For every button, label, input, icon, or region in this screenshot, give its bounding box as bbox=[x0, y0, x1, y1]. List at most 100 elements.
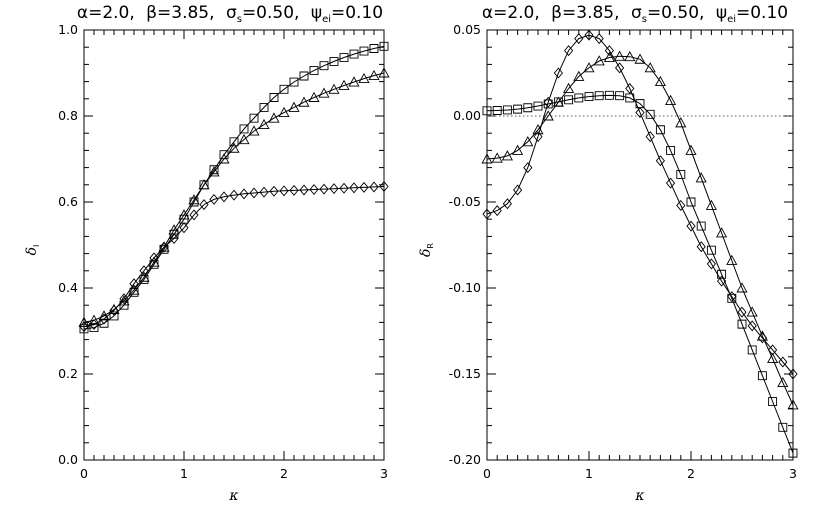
diamond-marker bbox=[339, 182, 349, 194]
square-marker bbox=[79, 324, 89, 334]
diamond-marker bbox=[139, 265, 149, 277]
triangle-marker bbox=[695, 172, 707, 183]
square-marker bbox=[737, 319, 747, 329]
triangle-marker bbox=[278, 106, 290, 118]
square-marker bbox=[513, 104, 523, 114]
diamond-marker bbox=[379, 181, 389, 193]
diamond-marker bbox=[249, 187, 259, 199]
triangle-marker bbox=[358, 72, 370, 84]
diamond-marker bbox=[604, 45, 614, 57]
triangle-marker bbox=[198, 179, 210, 190]
left-axis-ticks bbox=[83, 29, 385, 461]
left-series-layer bbox=[78, 41, 390, 334]
triangle-marker bbox=[298, 96, 310, 107]
triangle-marker bbox=[593, 55, 605, 66]
square-marker bbox=[604, 90, 614, 100]
triangle-marker bbox=[573, 70, 585, 81]
diamond-marker bbox=[768, 344, 778, 356]
x-tick-label: 2 bbox=[687, 466, 695, 481]
diamond-series-line bbox=[486, 34, 794, 375]
x-tick-label: 3 bbox=[380, 466, 388, 481]
triangle-marker bbox=[258, 118, 270, 130]
triangle-marker bbox=[644, 62, 656, 73]
square-marker bbox=[379, 41, 389, 51]
square-marker bbox=[676, 170, 686, 179]
diamond-marker bbox=[574, 33, 584, 45]
square-series-line bbox=[486, 94, 794, 454]
square-marker bbox=[359, 46, 369, 56]
y-tick-label: 0.4 bbox=[58, 280, 78, 295]
square-marker bbox=[615, 91, 625, 101]
diamond-marker bbox=[119, 293, 129, 305]
triangle-marker bbox=[552, 96, 564, 107]
diamond-marker bbox=[179, 222, 189, 234]
right-series-layer bbox=[481, 29, 799, 458]
diamond-marker bbox=[727, 291, 737, 303]
diamond-marker bbox=[309, 184, 319, 196]
diamond-marker bbox=[686, 220, 696, 232]
left-x-axis-label: κ bbox=[228, 488, 238, 504]
square-marker bbox=[543, 99, 553, 109]
x-tick-label: 0 bbox=[483, 466, 491, 481]
square-marker bbox=[686, 197, 696, 207]
diamond-marker bbox=[564, 45, 574, 57]
right-panel-title: α=2.0, β=3.85, σs=0.50, ψei=0.10 bbox=[482, 3, 788, 25]
square-marker bbox=[645, 109, 655, 119]
triangle-marker bbox=[348, 76, 360, 87]
diamond-marker bbox=[523, 162, 533, 174]
right-axis-ticks bbox=[486, 29, 794, 461]
square-marker bbox=[594, 91, 604, 101]
y-tick-label: 1.0 bbox=[58, 22, 78, 37]
diamond-marker bbox=[615, 62, 625, 74]
square-marker bbox=[757, 371, 767, 381]
x-tick-label: 2 bbox=[280, 466, 288, 481]
diamond-marker bbox=[747, 320, 757, 332]
triangle-marker bbox=[98, 310, 110, 321]
left-panel: α=2.0, β=3.85, σs=0.50, ψei=0.10 0 1 2 3 0.0… bbox=[24, 3, 390, 504]
square-marker bbox=[299, 71, 309, 81]
diamond-series-line bbox=[83, 186, 385, 328]
triangle-marker bbox=[767, 352, 779, 363]
triangle-marker bbox=[563, 82, 575, 93]
triangle-marker bbox=[685, 144, 697, 155]
triangle-marker bbox=[158, 241, 170, 252]
left-y-axis-label: δI bbox=[24, 245, 41, 256]
diamond-marker bbox=[349, 182, 359, 194]
diamond-marker bbox=[319, 183, 329, 195]
triangle-marker bbox=[178, 209, 190, 220]
diamond-marker bbox=[696, 241, 706, 253]
triangle-marker bbox=[512, 144, 524, 155]
y-tick-label: -0.15 bbox=[449, 366, 481, 381]
square-marker bbox=[584, 92, 594, 102]
diamond-marker bbox=[594, 33, 604, 45]
diamond-marker bbox=[584, 29, 594, 41]
diamond-marker bbox=[778, 356, 788, 368]
diamond-marker bbox=[706, 258, 716, 270]
diamond-marker bbox=[199, 199, 209, 211]
square-marker bbox=[655, 125, 665, 135]
square-marker bbox=[309, 65, 319, 75]
y-tick-label: 0.05 bbox=[453, 22, 481, 37]
y-tick-label: 0.8 bbox=[58, 108, 78, 123]
triangle-marker bbox=[128, 284, 140, 295]
diamond-marker bbox=[109, 304, 119, 316]
diamond-marker bbox=[219, 191, 229, 203]
square-marker bbox=[329, 56, 339, 66]
square-marker bbox=[219, 150, 229, 160]
diamond-marker bbox=[757, 332, 767, 344]
x-tick-label: 1 bbox=[180, 466, 188, 481]
triangle-marker bbox=[288, 101, 300, 112]
triangle-marker bbox=[654, 75, 666, 87]
square-marker bbox=[635, 99, 645, 109]
diamond-marker bbox=[259, 186, 269, 198]
triangle-marker bbox=[716, 227, 728, 238]
square-marker bbox=[492, 106, 502, 115]
square-marker bbox=[523, 103, 533, 113]
square-series-line bbox=[83, 45, 385, 330]
x-tick-label: 1 bbox=[585, 466, 593, 481]
triangle-marker bbox=[665, 94, 677, 105]
diamond-marker bbox=[129, 278, 139, 290]
diamond-marker bbox=[99, 313, 109, 325]
diamond-marker bbox=[533, 131, 543, 143]
square-marker bbox=[259, 102, 269, 112]
